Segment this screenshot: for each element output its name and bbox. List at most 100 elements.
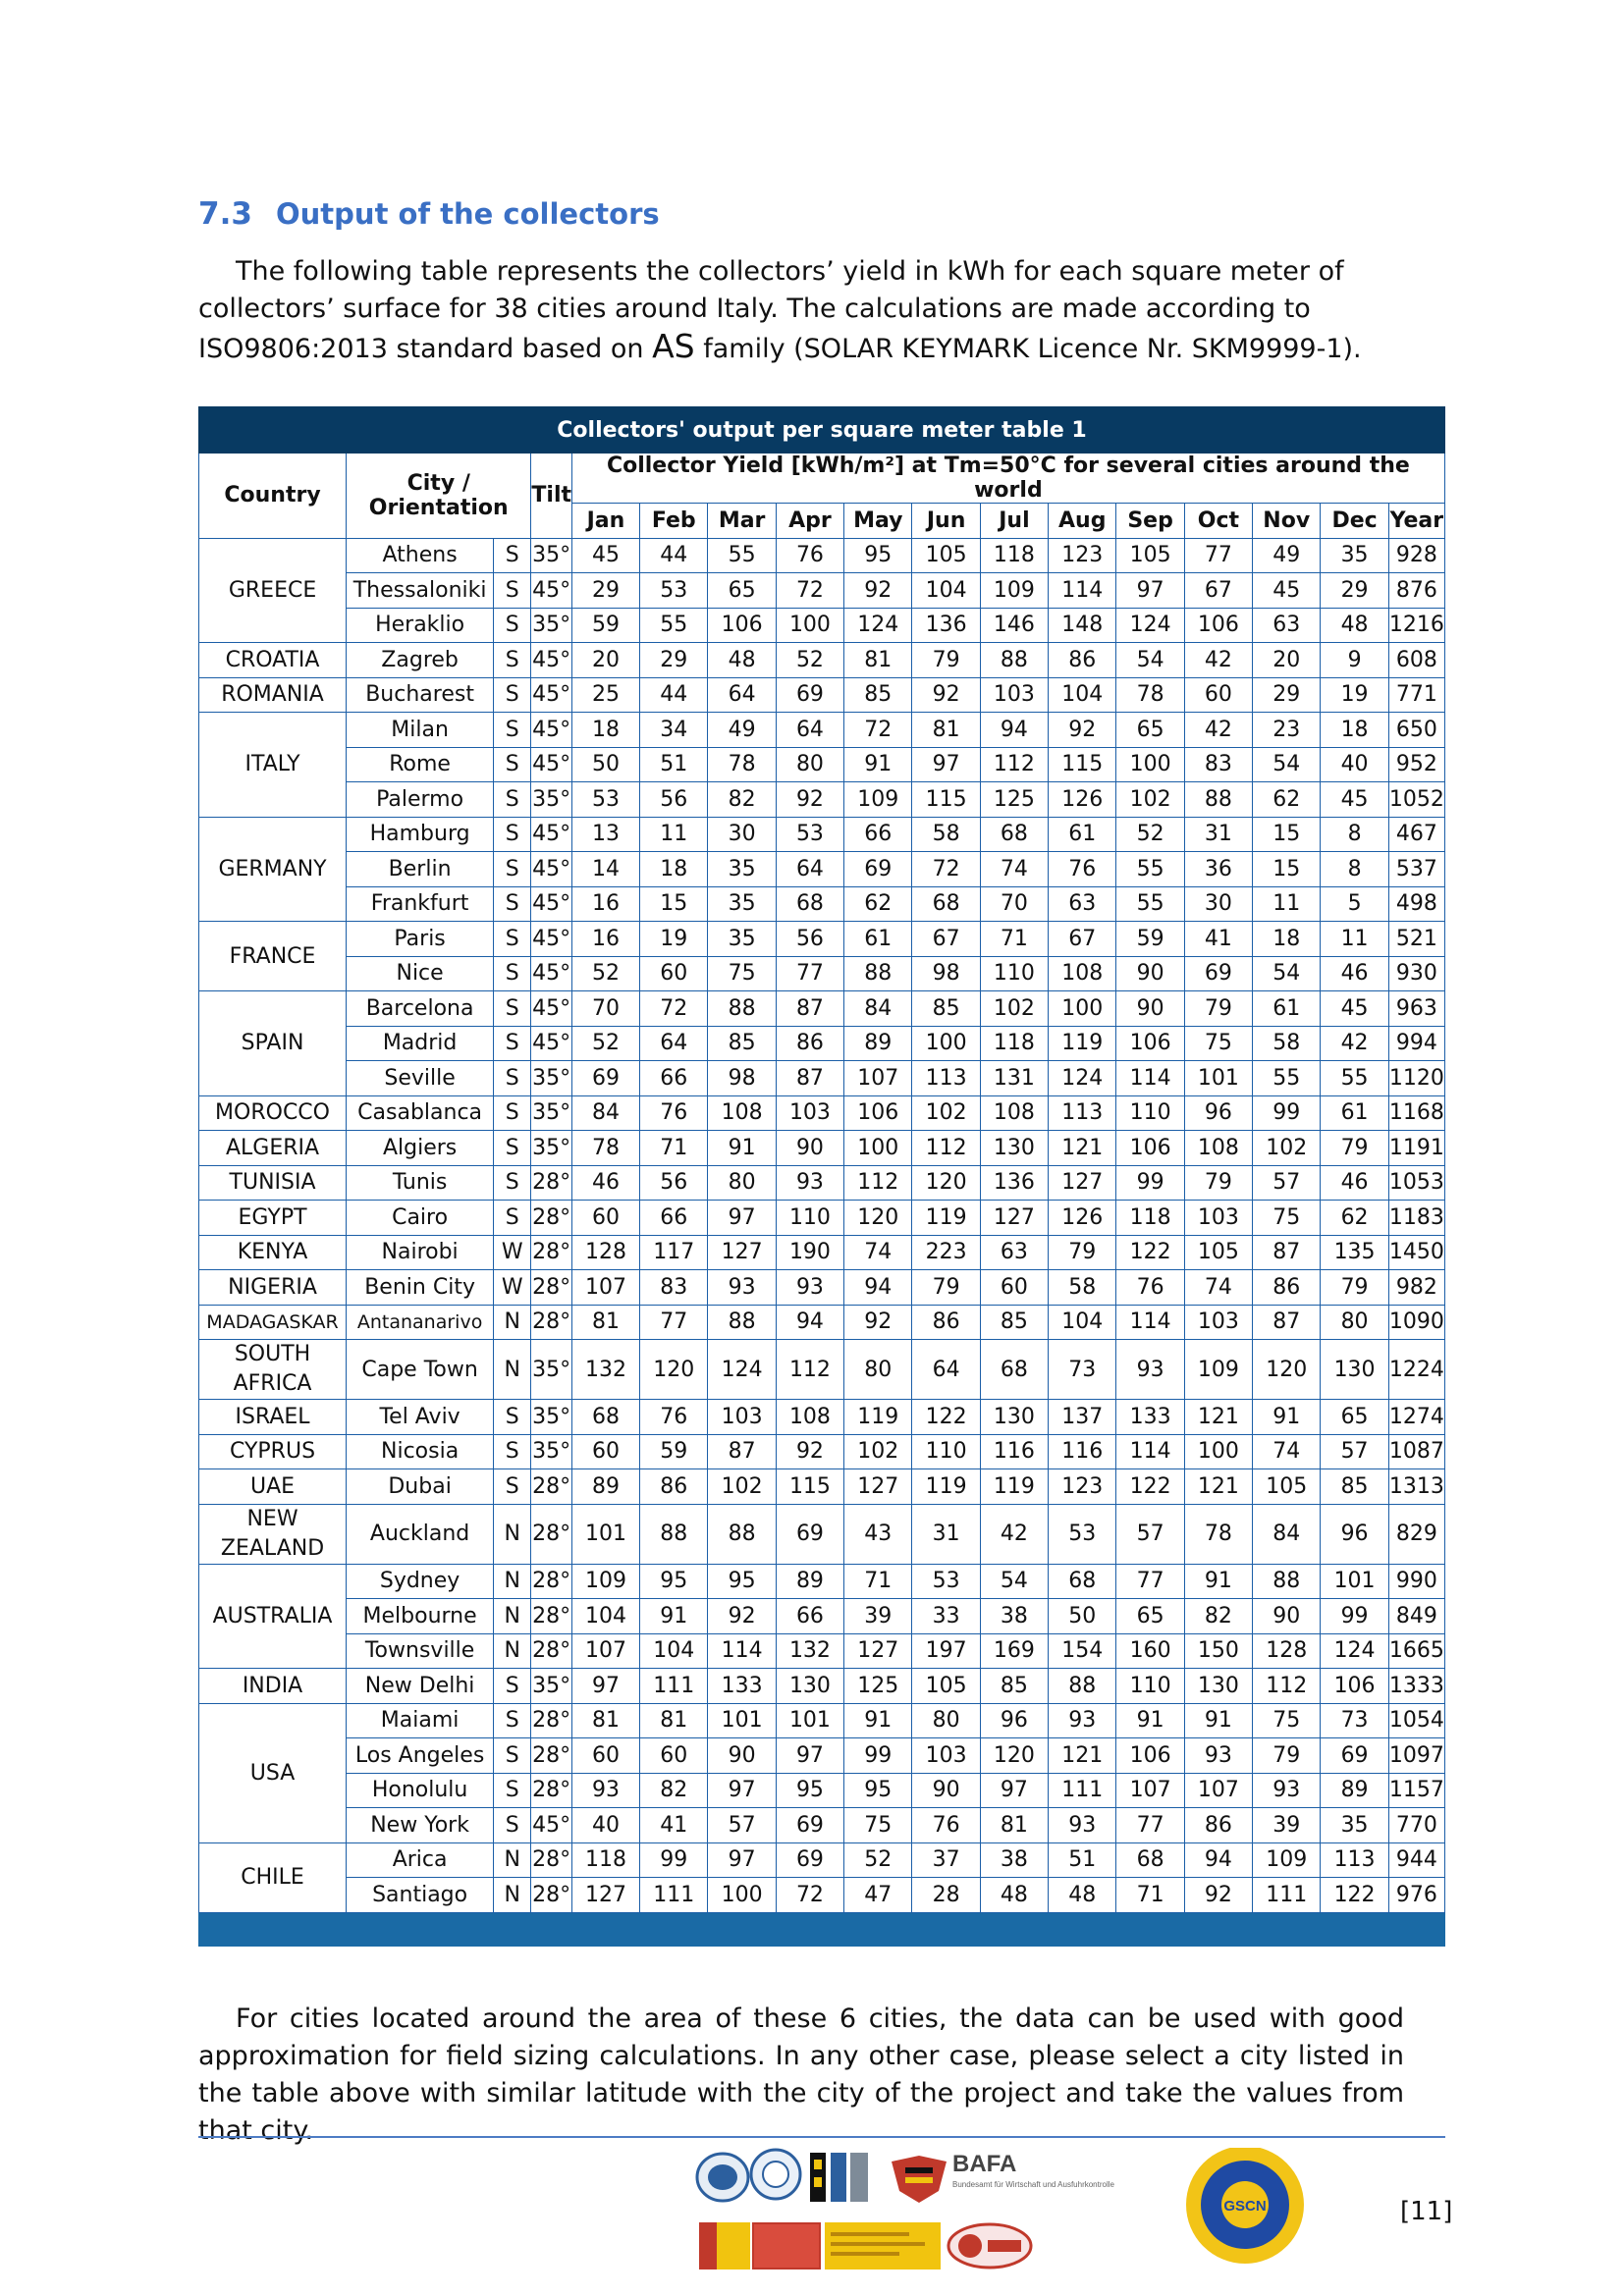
month-value-cell: 40 [1320,746,1389,782]
month-value-cell: 104 [1048,1304,1117,1340]
month-value-cell: 223 [911,1234,981,1270]
month-value-cell: 98 [911,955,981,991]
month-value-cell: 69 [1320,1737,1389,1774]
city-cell: Townsville [346,1632,495,1669]
month-value-cell: 92 [1048,712,1117,748]
month-value-cell: 75 [1252,1702,1322,1738]
month-value-cell: 110 [1115,1095,1185,1131]
month-value-cell: 56 [775,921,845,957]
city-cell: Casablanca [346,1095,495,1131]
month-value-cell: 89 [843,1025,913,1061]
month-value-cell: 36 [1183,851,1254,887]
month-value-cell: 106 [1183,607,1254,643]
bafa-logo: BAFA Bundesamt für Wirtschaft und Ausfuh… [952,2151,1115,2189]
tilt-cell: 28° [530,1269,572,1306]
header-country: Country [197,453,348,539]
month-value-cell: 48 [1048,1877,1117,1913]
header-month: Aug [1048,503,1117,539]
table-row: CYPRUS Nicosia S 35° 60 59 87 92 102 110 116 116 114… [197,1433,1446,1469]
orientation-cell: S [493,1130,532,1166]
table-footer-bar [198,1911,1445,1947]
year-total-cell: 1052 [1387,781,1446,818]
month-value-cell: 88 [979,642,1050,678]
month-value-cell: 113 [911,1060,981,1096]
month-value-cell: 112 [1252,1668,1322,1704]
table-row: KENYA Nairobi W 28° 128 117 127 190 74 223 63 79 122… [197,1234,1446,1270]
country-cell: GERMANY [197,816,348,922]
table-row: GERMANY Hamburg S 45° 13 11 30 53 66 58 68 61 52 31 15… [197,816,1446,922]
month-value-cell: 57 [1320,1433,1389,1469]
city-cell: Athens [346,537,495,573]
month-value-cell: 127 [979,1200,1050,1236]
month-value-cell: 91 [707,1130,777,1166]
month-value-cell: 64 [775,712,845,748]
month-value-cell: 49 [1252,537,1322,573]
month-value-cell: 53 [639,572,709,609]
city-cell: Madrid [346,1025,495,1061]
month-value-cell: 100 [775,607,845,643]
month-value-cell: 118 [570,1842,641,1878]
month-value-cell: 110 [1115,1668,1185,1704]
month-value-cell: 103 [979,676,1050,713]
country-cell: EGYPT [197,1200,348,1236]
month-value-cell: 107 [843,1060,913,1096]
month-value-cell: 76 [639,1399,709,1435]
month-value-cell: 84 [1252,1503,1322,1565]
month-value-cell: 69 [775,1842,845,1878]
month-value-cell: 15 [1252,816,1322,852]
month-value-cell: 93 [1183,1737,1254,1774]
month-value-cell: 121 [1183,1468,1254,1505]
header-month: Feb [639,503,709,539]
month-value-cell: 16 [570,921,641,957]
month-value-cell: 52 [843,1842,913,1878]
month-value-cell: 45 [1320,781,1389,818]
city-cell: Nairobi [346,1234,495,1270]
month-value-cell: 107 [570,1269,641,1306]
month-value-cell: 95 [843,537,913,573]
page-number: [11] [1400,2197,1453,2226]
month-value-cell: 50 [1048,1598,1117,1634]
tilt-cell: 28° [530,1563,572,1599]
month-value-cell: 86 [1048,642,1117,678]
month-value-cell: 106 [1115,1130,1185,1166]
month-value-cell: 197 [911,1632,981,1669]
orientation-cell: W [493,1269,532,1306]
country-cell: UAE [197,1468,348,1505]
month-value-cell: 81 [979,1807,1050,1843]
month-value-cell: 89 [1320,1772,1389,1808]
country-cell: NIGERIA [197,1269,348,1306]
month-value-cell: 64 [707,676,777,713]
month-value-cell: 40 [570,1807,641,1843]
collectors-output-table: Collectors' output per square meter tabl… [197,406,1446,1947]
orientation-cell: S [493,1200,532,1236]
month-value-cell: 90 [911,1772,981,1808]
tilt-cell: 35° [530,1668,572,1704]
table-row: TUNISIA Tunis S 28° 46 56 80 93 112 120 136 127 99 79… [197,1164,1446,1201]
country-cell: INDIA [197,1668,348,1704]
header-month: Apr [775,503,845,539]
conclusion-text: For cities located around the area of th… [198,2003,1404,2146]
month-value-cell: 8 [1320,851,1389,887]
month-value-cell: 102 [843,1433,913,1469]
month-value-cell: 108 [1183,1130,1254,1166]
month-value-cell: 86 [1183,1807,1254,1843]
month-value-cell: 95 [843,1772,913,1808]
month-value-cell: 87 [1252,1234,1322,1270]
city-cell: Hamburg [346,816,495,852]
orientation-cell: S [493,1737,532,1774]
month-value-cell: 64 [911,1339,981,1400]
month-value-cell: 124 [1048,1060,1117,1096]
month-value-cell: 60 [639,1737,709,1774]
month-value-cell: 82 [1183,1598,1254,1634]
city-cell: Arica [346,1842,495,1878]
month-value-cell: 126 [1048,781,1117,818]
month-value-cell: 128 [570,1234,641,1270]
table-row: Madrid S 45° 52 64 85 86 89 100 118 119 106 75 58 42 99… [199,1025,1446,1061]
month-value-cell: 95 [639,1563,709,1599]
month-value-cell: 124 [1115,607,1185,643]
month-value-cell: 43 [843,1503,913,1565]
tilt-cell: 45° [530,990,572,1027]
month-value-cell: 122 [1115,1468,1185,1505]
month-value-cell: 109 [1183,1339,1254,1400]
month-value-cell: 94 [775,1304,845,1340]
